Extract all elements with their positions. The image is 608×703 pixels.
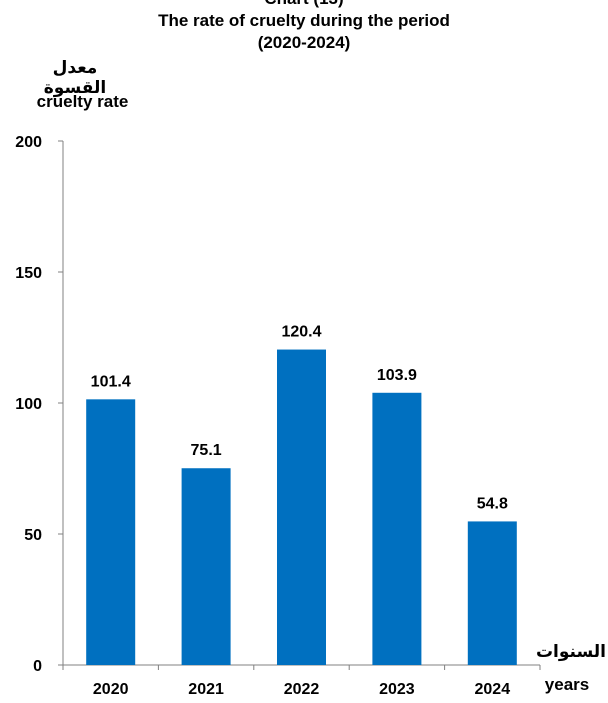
y-tick-label: 200 <box>15 134 42 151</box>
bar-2023 <box>372 392 422 665</box>
bar-2022 <box>277 349 326 665</box>
data-label-2020: 101.4 <box>91 373 131 390</box>
x-tick-label-2021: 2021 <box>188 681 224 698</box>
y-tick-label: 0 <box>33 658 42 675</box>
data-label-2023: 103.9 <box>377 367 417 384</box>
x-axis-label: years <box>544 675 590 694</box>
chart-title: The rate of cruelty during the period <box>158 11 450 30</box>
bar-2020 <box>86 399 136 665</box>
chart-title-number: Chart (13) <box>0 0 608 10</box>
data-label-2021: 75.1 <box>191 442 222 459</box>
data-label-2022: 120.4 <box>281 324 321 341</box>
data-label-2024: 54.8 <box>477 495 508 512</box>
y-axis-label-arabic: معدل القسوة <box>43 58 107 97</box>
x-tick-label-2020: 2020 <box>93 681 129 698</box>
x-axis-label-arabic: السنوات <box>535 642 606 661</box>
y-tick-label: 50 <box>24 527 42 544</box>
x-tick-label-2024: 2024 <box>475 681 511 698</box>
x-tick-label-2022: 2022 <box>284 681 320 698</box>
x-tick-label-2023: 2023 <box>379 681 415 698</box>
bar-2024 <box>467 521 517 665</box>
y-tick-label: 100 <box>15 396 42 413</box>
bar-2021 <box>181 468 231 665</box>
chart-subtitle-period: (2020-2024) <box>257 33 351 52</box>
y-tick-label: 150 <box>15 265 42 282</box>
y-axis-label: cruelty rate <box>36 92 129 111</box>
